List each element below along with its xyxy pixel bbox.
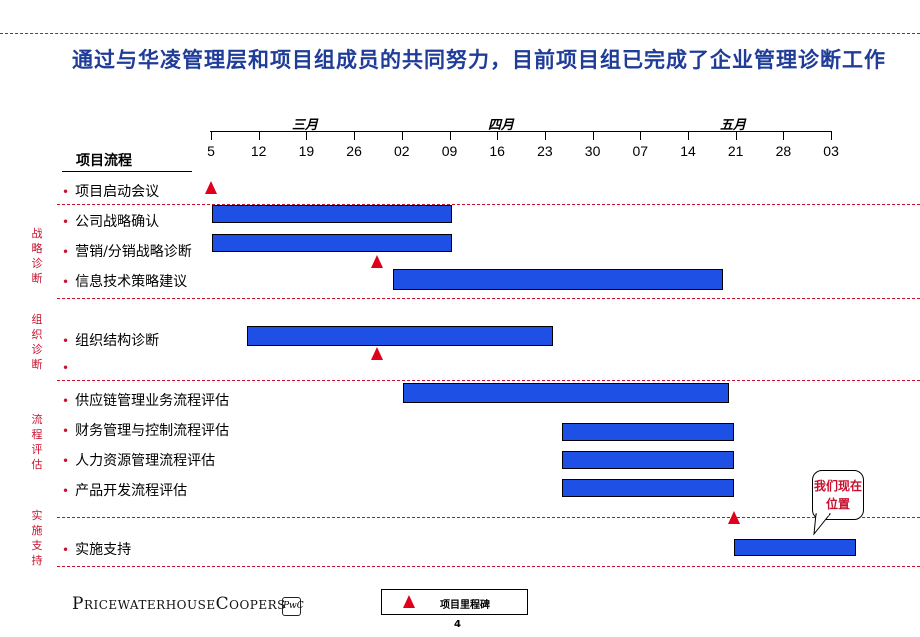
axis-tick-mark bbox=[783, 131, 785, 140]
top-divider bbox=[0, 33, 920, 34]
gantt-bar-supply-chain bbox=[403, 383, 729, 403]
section-divider bbox=[57, 566, 920, 567]
axis-tick-label: 30 bbox=[584, 143, 601, 159]
gantt-bar-marketing-diagnosis bbox=[212, 234, 452, 252]
phase-label-process: 流程评估 bbox=[31, 413, 43, 471]
gantt-bar-strategy-confirm bbox=[212, 205, 452, 223]
bullet-icon: • bbox=[62, 275, 70, 289]
axis-tick-mark bbox=[258, 131, 260, 140]
company-logo-badge: PwC bbox=[282, 597, 304, 616]
axis-tick-label: 14 bbox=[680, 143, 696, 159]
list-item: • 供应链管理业务流程评估 bbox=[62, 393, 230, 409]
axis-tick-label: 07 bbox=[632, 143, 649, 159]
bullet-icon: • bbox=[62, 334, 70, 348]
process-header: 项目流程 bbox=[76, 153, 132, 169]
axis-tick-label: 19 bbox=[298, 143, 315, 159]
axis-tick-label: 23 bbox=[537, 143, 553, 159]
axis-tick-mark bbox=[640, 131, 642, 140]
list-item: • 信息技术策略建议 bbox=[62, 274, 188, 290]
month-label-may: 五月 bbox=[720, 118, 747, 133]
bullet-icon: • bbox=[62, 215, 70, 229]
list-item: • 项目启动会议 bbox=[62, 184, 160, 200]
gantt-bar-hr bbox=[562, 451, 734, 469]
axis-tick-mark bbox=[831, 131, 833, 140]
milestone-icon bbox=[205, 181, 217, 194]
gantt-bar-it-strategy bbox=[393, 269, 723, 290]
gantt-bar-implementation bbox=[734, 539, 856, 556]
axis-tick-label: 16 bbox=[489, 143, 505, 159]
section-divider bbox=[57, 204, 920, 205]
process-header-underline bbox=[62, 171, 192, 172]
axis-tick-label: 09 bbox=[441, 143, 458, 159]
milestone-icon bbox=[371, 255, 383, 268]
bullet-icon: • bbox=[62, 361, 70, 375]
legend-label: 项目里程碑 bbox=[440, 600, 490, 611]
list-item: • 产品开发流程评估 bbox=[62, 483, 188, 499]
axis-tick-label: 12 bbox=[250, 143, 267, 159]
milestone-icon bbox=[728, 511, 740, 524]
axis-tick-mark bbox=[211, 131, 212, 140]
phase-label-implementation: 实施支持 bbox=[31, 509, 43, 567]
bullet-icon: • bbox=[62, 543, 70, 557]
axis-tick-mark bbox=[306, 131, 308, 140]
axis-tick-mark bbox=[592, 131, 594, 140]
axis-tick-label: 26 bbox=[346, 143, 362, 159]
list-item: • 财务管理与控制流程评估 bbox=[62, 423, 230, 439]
bullet-icon: • bbox=[62, 424, 70, 438]
milestone-icon bbox=[371, 347, 383, 360]
phase-label-strategy: 战略诊断 bbox=[31, 227, 43, 285]
gantt-bar-finance bbox=[562, 423, 734, 441]
list-item: • 人力资源管理流程评估 bbox=[62, 453, 216, 469]
page-number: 4 bbox=[454, 619, 461, 630]
axis-tick-mark bbox=[354, 131, 356, 140]
month-label-april: 四月 bbox=[488, 118, 515, 133]
axis-tick-mark bbox=[497, 131, 499, 140]
section-divider bbox=[57, 298, 920, 299]
milestone-icon bbox=[403, 595, 415, 608]
axis-tick-label: 5 bbox=[207, 143, 215, 159]
current-position-callout: 我们现在位置 bbox=[812, 470, 864, 520]
axis-tick-label: 02 bbox=[394, 143, 410, 159]
axis-tick-mark bbox=[735, 131, 737, 140]
list-item: • 组织结构诊断 bbox=[62, 333, 160, 349]
section-divider bbox=[57, 517, 920, 518]
bullet-icon: • bbox=[62, 484, 70, 498]
month-label-march: 三月 bbox=[292, 118, 319, 133]
gantt-bar-org-diagnosis bbox=[247, 326, 553, 346]
axis-tick-mark bbox=[449, 131, 451, 140]
list-item: • 实施支持 bbox=[62, 542, 132, 558]
list-item: • 公司战略确认 bbox=[62, 214, 160, 230]
gantt-bar-product-dev bbox=[562, 479, 734, 497]
bullet-icon: • bbox=[62, 454, 70, 468]
bullet-icon: • bbox=[62, 185, 70, 199]
axis-tick-label: 21 bbox=[727, 143, 744, 159]
axis-tick-label: 03 bbox=[823, 143, 839, 159]
axis-tick-mark bbox=[401, 131, 403, 140]
company-logo: PricewaterhouseCoopers bbox=[72, 594, 286, 614]
bullet-icon: • bbox=[62, 394, 70, 408]
bullet-icon: • bbox=[62, 245, 70, 259]
page-title: 通过与华凌管理层和项目组成员的共同努力，目前项目组已完成了企业管理诊断工作 bbox=[72, 47, 886, 72]
axis-tick-mark bbox=[688, 131, 689, 140]
list-item: • bbox=[62, 360, 75, 376]
list-item: • 营销/分销战略诊断 bbox=[62, 244, 192, 260]
legend: 项目里程碑 bbox=[381, 589, 528, 615]
section-divider bbox=[57, 380, 920, 381]
phase-label-organization: 组织诊断 bbox=[31, 313, 43, 371]
axis-tick-label: 28 bbox=[775, 143, 792, 159]
axis-line bbox=[210, 131, 832, 132]
callout-pointer bbox=[813, 512, 832, 536]
axis-tick-mark bbox=[544, 131, 546, 140]
